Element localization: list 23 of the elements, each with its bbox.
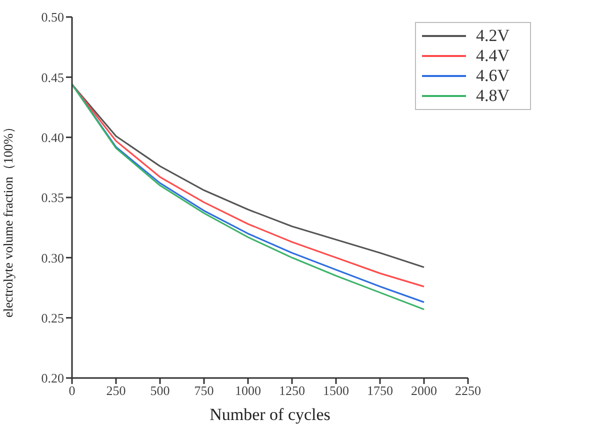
- y-tick-label: 0.20: [41, 370, 64, 386]
- x-tick-label: 500: [150, 383, 170, 398]
- x-tick-label: 750: [194, 383, 214, 398]
- y-tick-label: 0.40: [41, 130, 64, 145]
- x-tick-label: 2000: [411, 383, 437, 398]
- y-tick-label: 0.25: [41, 310, 64, 326]
- y-tick-label: 0.45: [41, 70, 64, 85]
- legend-label: 4.6V: [476, 66, 510, 86]
- x-axis-title: Number of cycles: [210, 405, 330, 424]
- x-tick-label: 0: [68, 383, 76, 398]
- x-tick-label: 1750: [367, 383, 393, 398]
- y-tick-label: 0.30: [41, 250, 64, 266]
- x-tick-label: 2250: [455, 383, 481, 398]
- y-tick-label: 0.50: [41, 10, 64, 25]
- legend-label: 4.4V: [476, 46, 510, 66]
- y-tick-label: 0.35: [41, 190, 64, 206]
- x-tick-label: 250: [106, 383, 126, 398]
- legend-label: 4.8V: [476, 86, 510, 106]
- x-tick-label: 1500: [323, 383, 349, 398]
- x-tick-label: 1000: [235, 383, 261, 398]
- y-axis-title: electrolyte volume fraction（100%）: [0, 120, 16, 318]
- legend-label: 4.2V: [476, 26, 510, 46]
- x-tick-label: 1250: [279, 383, 305, 398]
